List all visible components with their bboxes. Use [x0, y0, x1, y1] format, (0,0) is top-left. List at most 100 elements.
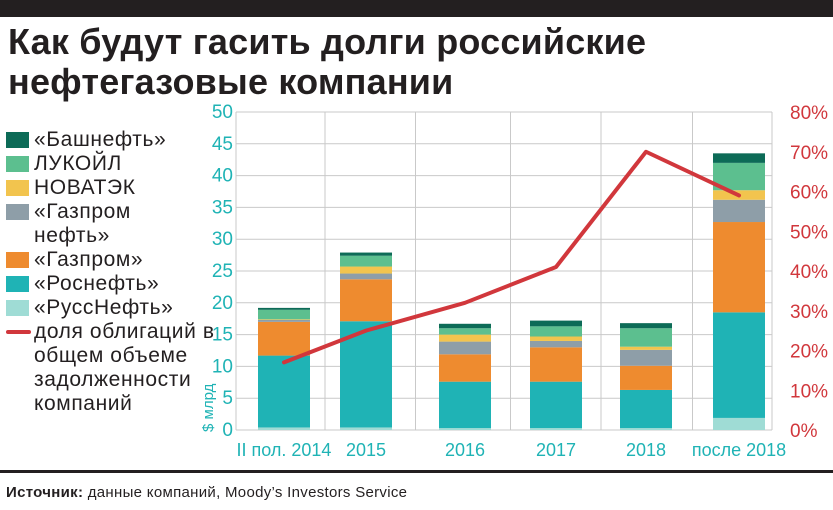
legend-item-bashneft: «Башнефть»: [4, 128, 204, 152]
legend-swatch-lukoil: [6, 156, 29, 172]
bar-segment-gazpromneft: [258, 319, 310, 322]
y-tick-label: 35: [212, 197, 233, 218]
bar-segment-gazprom: [713, 222, 765, 313]
y-tick-label: 45: [212, 134, 233, 155]
x-tick-label: 2016: [445, 440, 485, 460]
y2-tick-label: 50%: [790, 222, 828, 243]
left-axis: 0 5 10 15 20 25 30 35 40 45 50: [212, 102, 233, 441]
bar-segment-gazpromneft: [530, 340, 582, 348]
bar-segment-rosneft: [530, 381, 582, 429]
legend-item-russneft: «РуссНефть»: [4, 296, 204, 320]
bar-segment-russneft: [530, 428, 582, 430]
bar-segment-gazprom: [530, 347, 582, 382]
bottom-rule: [0, 470, 833, 473]
y2-tick-label: 80%: [790, 103, 828, 124]
y-tick-label: 20: [212, 293, 233, 314]
legend-label-russneft: «РуссНефть»: [34, 296, 174, 319]
bar-stack: [620, 323, 672, 430]
legend: «Башнефть» ЛУКОЙЛ НОВАТЭК «Газпром нефть…: [4, 128, 214, 416]
bar-segment-bashneft: [340, 252, 392, 256]
x-tick-label: 2015: [346, 440, 386, 460]
y-tick-label: 25: [212, 261, 233, 282]
legend-swatch-bashneft: [6, 132, 29, 148]
share-point: [737, 193, 741, 197]
bar-segment-gazpromneft: [340, 273, 392, 280]
chart-title: Как будут гасить долги российские нефтег…: [8, 21, 647, 102]
legend-label-gazprom: «Газпром»: [34, 248, 144, 271]
share-point: [463, 301, 467, 305]
x-tick-label: II пол. 2014: [237, 440, 332, 460]
bar-segment-lukoil: [439, 328, 491, 335]
bar-segment-novatek: [439, 334, 491, 342]
bar-segment-bashneft: [713, 153, 765, 163]
bar-segment-gazprom: [340, 279, 392, 322]
share-point: [364, 329, 368, 333]
source-text: данные компаний, Moody’s Investors Servi…: [83, 484, 408, 501]
x-tick-label: после 2018: [692, 440, 786, 460]
x-tick-label: 2017: [536, 440, 576, 460]
y-tick-label: 15: [212, 325, 233, 346]
y-tick-label: 5: [222, 388, 233, 409]
bar-segment-novatek: [258, 319, 310, 320]
bar-stack: [439, 323, 491, 430]
bar-segment-bashneft: [258, 307, 310, 310]
y2-tick-label: 70%: [790, 143, 828, 164]
legend-label-lukoil: ЛУКОЙЛ: [34, 152, 122, 175]
y2-tick-label: 20%: [790, 342, 828, 363]
bar-segment-gazpromneft: [620, 349, 672, 366]
legend-line-share: [6, 330, 31, 334]
bar-segment-rosneft: [258, 355, 310, 428]
y-tick-label: 50: [212, 102, 233, 123]
x-tick-label: 2018: [626, 440, 666, 460]
right-axis: 0% 10% 20% 30% 40% 50% 60% 70% 80%: [790, 103, 828, 442]
y2-tick-label: 40%: [790, 262, 828, 283]
y-tick-label: 40: [212, 166, 233, 187]
bar-segment-gazprom: [439, 354, 491, 382]
legend-swatch-russneft: [6, 300, 29, 316]
legend-item-gazprom: «Газпром»: [4, 248, 204, 272]
bar-stack: [530, 320, 582, 430]
y2-tick-label: 30%: [790, 302, 828, 323]
legend-label-bashneft: «Башнефть»: [34, 128, 167, 151]
grid-lines: [235, 111, 773, 431]
bar-segment-gazpromneft: [439, 341, 491, 355]
legend-label-novatek: НОВАТЭК: [34, 176, 136, 199]
bar-segment-novatek: [530, 336, 582, 341]
bar-segment-lukoil: [340, 255, 392, 267]
legend-item-lukoil: ЛУКОЙЛ: [4, 152, 204, 176]
y-tick-label: 30: [212, 229, 233, 250]
legend-item-rosneft: «Роснефть»: [4, 272, 204, 296]
legend-label-rosneft: «Роснефть»: [34, 272, 160, 295]
bar-segment-bashneft: [439, 323, 491, 329]
bar-segment-novatek: [620, 346, 672, 350]
x-axis: II пол. 2014 2015 2016 2017 2018 после 2018: [237, 440, 787, 460]
legend-swatch-rosneft: [6, 276, 29, 292]
bar-segment-russneft: [713, 417, 765, 430]
bar-segment-gazprom: [620, 365, 672, 390]
legend-item-gazpromneft: «Газпром нефть»: [4, 200, 184, 248]
bar-segment-novatek: [340, 266, 392, 274]
legend-label-share: доля облигаций в общем объеме задолженно…: [34, 320, 215, 415]
bar-segment-bashneft: [530, 320, 582, 327]
bar-segment-russneft: [620, 428, 672, 430]
bar-segment-gazprom: [258, 321, 310, 356]
y-tick-label: 10: [212, 356, 233, 377]
bar-segment-lukoil: [530, 326, 582, 337]
legend-item-share: доля облигаций в общем объеме задолженно…: [4, 320, 222, 416]
y2-tick-label: 0%: [790, 421, 818, 442]
y-axis-label: $ млрд: [200, 383, 217, 432]
bar-stack: [258, 307, 310, 430]
legend-swatch-novatek: [6, 180, 29, 196]
share-line-layer: [282, 149, 741, 365]
stacked-bar-chart: 0 5 10 15 20 25 30 35 40 45 50 0% 10% 20% 30% 40% 50% 60…: [200, 102, 828, 460]
share-line: [282, 149, 741, 365]
bar-segment-russneft: [258, 427, 310, 430]
bar-stack: [340, 252, 392, 430]
y-tick-label: 0: [222, 420, 233, 441]
bar-segment-lukoil: [258, 309, 310, 320]
y2-tick-label: 60%: [790, 183, 828, 204]
bar-segment-bashneft: [620, 323, 672, 329]
bar-segment-russneft: [439, 428, 491, 430]
share-point: [644, 150, 648, 154]
legend-label-gazpromneft: «Газпром нефть»: [34, 200, 131, 247]
